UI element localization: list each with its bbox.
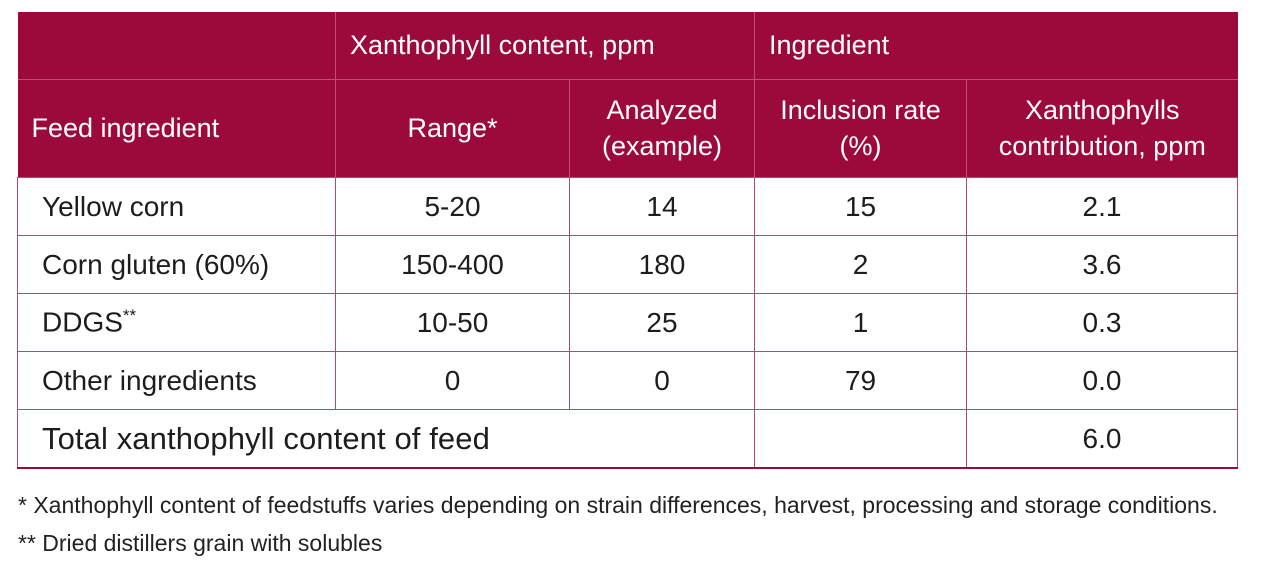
row-inclusion: 1 (754, 293, 968, 352)
header-analyzed-line2: (example) (601, 130, 723, 161)
header-inclusion-line2: (%) (839, 130, 882, 161)
header-inclusion-rate: Inclusion rate (%) (754, 79, 968, 178)
row-inclusion: 15 (754, 177, 968, 236)
row-analyzed: 180 (568, 235, 756, 294)
row-inclusion: 79 (754, 351, 968, 410)
row-contribution: 2.1 (966, 177, 1239, 236)
header-analyzed: Analyzed (example) (568, 79, 756, 178)
total-row: Total xanthophyll content of feed 6.0 (16, 409, 1239, 469)
footnotes: * Xanthophyll content of feedstuffs vari… (18, 486, 1218, 562)
footnote-range: * Xanthophyll content of feedstuffs vari… (18, 492, 1218, 518)
row-range: 5-20 (335, 177, 570, 236)
header-column-row: Feed ingredient Range* Analyzed (example… (17, 79, 1238, 178)
table-body: Yellow corn 5-20 14 15 2.1 Corn gluten (… (16, 177, 1239, 469)
footnote-ddgs: ** Dried distillers grain with solubles (18, 530, 383, 556)
xanthophyll-table: Xanthophyll content, ppm Ingredient Feed… (16, 12, 1239, 469)
total-contribution: 6.0 (966, 409, 1239, 469)
total-blank-cell (754, 409, 968, 469)
row-range: 0 (335, 351, 570, 410)
row-contribution: 3.6 (966, 235, 1239, 294)
row-contribution: 0.0 (966, 351, 1239, 410)
table-row: DDGS** 10-50 25 1 0.3 (17, 293, 1239, 352)
row-name: Corn gluten (60%) (17, 235, 336, 294)
header-contribution-line2: contribution, ppm (998, 130, 1206, 161)
header-group-ingredient: Ingredient (754, 12, 1238, 80)
row-inclusion: 2 (754, 235, 968, 294)
row-analyzed: 25 (568, 293, 756, 352)
row-name-footnote-mark: ** (122, 306, 137, 326)
row-name: Other ingredients (17, 351, 336, 410)
header-contribution-line1: Xanthophylls (1024, 95, 1180, 126)
xanthophyll-table-container: Xanthophyll content, ppm Ingredient Feed… (16, 12, 1239, 469)
table-header: Xanthophyll content, ppm Ingredient Feed… (17, 12, 1238, 178)
row-range: 150-400 (335, 235, 570, 294)
header-range: Range* (335, 79, 570, 178)
total-label: Total xanthophyll content of feed (16, 409, 756, 469)
row-contribution: 0.3 (966, 293, 1239, 352)
table-row: Corn gluten (60%) 150-400 180 2 3.6 (17, 235, 1239, 294)
header-group-row: Xanthophyll content, ppm Ingredient (17, 12, 1238, 80)
header-group-xanthophyll: Xanthophyll content, ppm (334, 12, 756, 80)
table-row: Yellow corn 5-20 14 15 2.1 (17, 177, 1239, 236)
row-name: Yellow corn (17, 177, 336, 236)
header-feed-ingredient: Feed ingredient (17, 79, 336, 178)
header-blank-cell (17, 12, 336, 80)
row-analyzed: 14 (568, 177, 756, 236)
row-range: 10-50 (335, 293, 570, 352)
header-contribution: Xanthophylls contribution, ppm (966, 79, 1238, 178)
header-analyzed-line1: Analyzed (606, 95, 718, 126)
table-row: Other ingredients 0 0 79 0.0 (17, 351, 1239, 410)
row-name: DDGS** (17, 293, 336, 352)
row-name-text: DDGS (42, 306, 123, 338)
header-inclusion-line1: Inclusion rate (780, 95, 941, 126)
row-analyzed: 0 (568, 351, 756, 410)
